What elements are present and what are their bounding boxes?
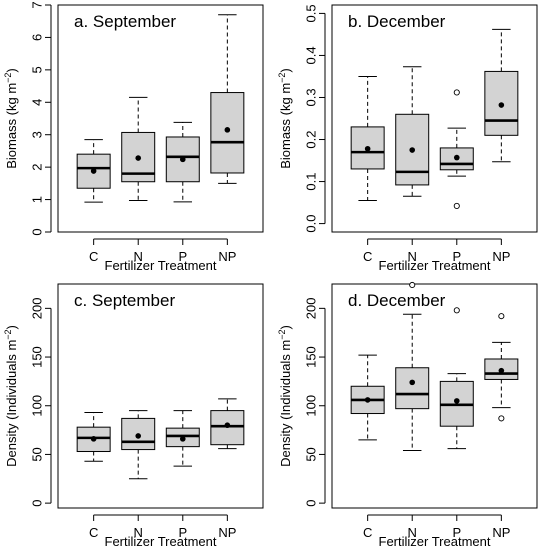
y-axis-title-main: Biomass (kg m bbox=[278, 83, 293, 169]
outlier-point-np bbox=[498, 415, 505, 422]
y-tick-label: 7 bbox=[30, 1, 45, 8]
y-tick-label: 0.2 bbox=[304, 130, 319, 148]
outlier-point-p bbox=[453, 89, 460, 96]
mean-point-c bbox=[90, 168, 97, 174]
y-axis-title-superscript: −2 bbox=[3, 73, 13, 83]
mean-point-np bbox=[498, 367, 505, 374]
y-axis-title: Density (Individuals m−2) bbox=[3, 325, 19, 467]
x-axis-title: Fertilizer Treatment bbox=[105, 534, 217, 549]
y-tick-label: 100 bbox=[30, 395, 45, 417]
x-axis-title: Fertilizer Treatment bbox=[379, 258, 491, 273]
x-tick-label-n: N bbox=[408, 525, 417, 540]
x-tick-label-np: NP bbox=[492, 525, 510, 540]
mean-point-p bbox=[453, 398, 460, 404]
y-axis-title: Density (Individuals m−2) bbox=[277, 325, 293, 467]
mean-point-n bbox=[409, 147, 416, 153]
y-axis-title: Biomass (kg m−2) bbox=[277, 68, 293, 169]
y-tick-label: 5 bbox=[30, 66, 45, 73]
box-p bbox=[165, 136, 200, 183]
y-tick-label: 0.0 bbox=[304, 215, 319, 233]
x-tick-label-c: C bbox=[89, 249, 98, 264]
mean-point-p bbox=[179, 156, 186, 163]
box-np bbox=[210, 92, 245, 174]
x-tick-label-n: N bbox=[134, 525, 143, 540]
x-tick-label-c: C bbox=[363, 249, 372, 264]
outlier-point-p bbox=[453, 202, 460, 209]
mean-point-np bbox=[224, 422, 231, 429]
plot-frame bbox=[331, 283, 538, 509]
x-tick-label-np: NP bbox=[218, 525, 236, 540]
x-tick-label-p: P bbox=[178, 525, 187, 540]
panel-title: c. September bbox=[74, 291, 175, 310]
y-axis-title-end: ) bbox=[278, 325, 293, 329]
y-tick-label: 0.4 bbox=[304, 46, 319, 64]
plot-frame bbox=[57, 283, 264, 509]
y-axis-title-main: Biomass (kg m bbox=[4, 83, 19, 169]
y-axis-title-superscript: −2 bbox=[3, 329, 13, 339]
y-tick-label: 50 bbox=[30, 447, 45, 461]
x-tick-label-n: N bbox=[134, 249, 143, 264]
y-tick-label: 0 bbox=[30, 500, 45, 507]
y-tick-label: 0.5 bbox=[304, 4, 319, 22]
x-axis-title: Fertilizer Treatment bbox=[105, 258, 217, 273]
y-tick-label: 1 bbox=[30, 196, 45, 203]
y-tick-label: 150 bbox=[30, 346, 45, 368]
panel-title: b. December bbox=[348, 12, 446, 31]
y-tick-label: 6 bbox=[30, 34, 45, 41]
plot-frame bbox=[331, 4, 538, 233]
mean-point-n bbox=[409, 379, 416, 386]
y-axis-title: Biomass (kg m−2) bbox=[3, 68, 19, 169]
panel-b-december-biomass: 0.00.10.20.30.40.5C N P NPb. DecemberFertil… bbox=[277, 4, 538, 273]
x-tick-label-p: P bbox=[452, 525, 461, 540]
outlier-point-np bbox=[498, 313, 505, 320]
mean-point-p bbox=[179, 436, 186, 442]
x-tick-label-np: NP bbox=[492, 249, 510, 264]
mean-point-c bbox=[364, 397, 371, 403]
y-tick-label: 3 bbox=[30, 131, 45, 138]
y-tick-label: 0.3 bbox=[304, 88, 319, 106]
panel-title: a. September bbox=[74, 12, 176, 31]
y-axis-title-superscript: −2 bbox=[277, 329, 287, 339]
y-tick-label: 50 bbox=[304, 447, 319, 461]
y-axis-title-main: Density (Individuals m bbox=[4, 340, 19, 467]
mean-point-n bbox=[135, 155, 142, 161]
mean-point-p bbox=[453, 154, 460, 161]
outlier-point-n bbox=[409, 281, 416, 289]
x-tick-label-p: P bbox=[178, 249, 187, 264]
y-axis-title-main: Density (Individuals m bbox=[278, 340, 293, 467]
y-tick-label: 200 bbox=[304, 297, 319, 319]
y-tick-label: 2 bbox=[30, 164, 45, 171]
mean-point-np bbox=[498, 102, 505, 108]
mean-point-n bbox=[135, 433, 142, 439]
panel-title: d. December bbox=[348, 291, 446, 310]
x-axis-title: Fertilizer Treatment bbox=[379, 534, 491, 549]
mean-point-np bbox=[224, 127, 231, 133]
y-tick-label: 150 bbox=[304, 346, 319, 368]
x-tick-label-p: P bbox=[452, 249, 461, 264]
y-tick-label: 200 bbox=[30, 297, 45, 319]
y-tick-label: 0 bbox=[30, 228, 45, 235]
plot-frame bbox=[57, 4, 264, 233]
mean-point-c bbox=[90, 436, 97, 442]
y-axis-title-end: ) bbox=[4, 68, 19, 72]
x-tick-label-c: C bbox=[89, 525, 98, 540]
y-axis-title-superscript: −2 bbox=[277, 73, 287, 83]
y-tick-label: 100 bbox=[304, 395, 319, 417]
box-n bbox=[395, 367, 430, 410]
y-axis-title-end: ) bbox=[4, 325, 19, 329]
y-tick-label: 0 bbox=[304, 500, 319, 507]
y-axis-title-end: ) bbox=[278, 68, 293, 72]
x-tick-label-np: NP bbox=[218, 249, 236, 264]
y-tick-label: 4 bbox=[30, 99, 45, 106]
x-tick-label-c: C bbox=[363, 525, 372, 540]
y-tick-label: 0.1 bbox=[304, 173, 319, 191]
x-tick-label-n: N bbox=[408, 249, 417, 264]
outlier-point-p bbox=[453, 307, 460, 314]
mean-point-c bbox=[364, 145, 371, 152]
